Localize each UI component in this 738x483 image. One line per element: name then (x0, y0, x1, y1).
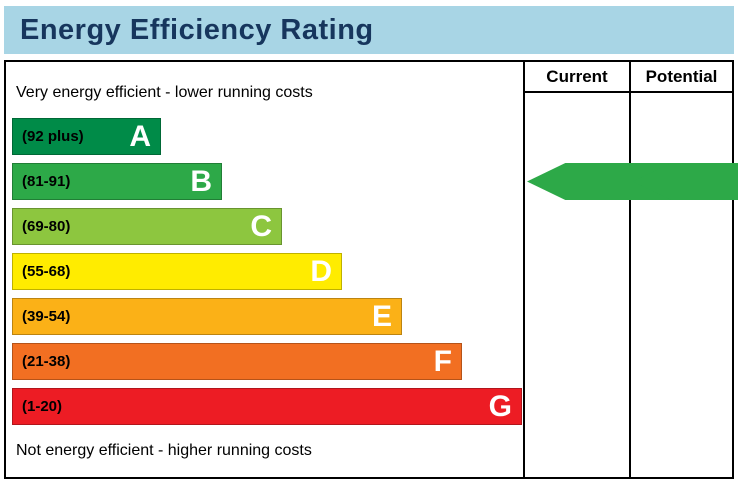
band-letter: F (433, 344, 452, 378)
band-row-d: (55-68) D (12, 253, 342, 290)
band-letter: D (310, 254, 332, 288)
band-letter: A (129, 119, 151, 153)
potential-column-divider (629, 62, 631, 477)
band-range-label: (69-80) (22, 218, 71, 235)
band-letter: G (488, 389, 512, 423)
top-note: Very energy efficient - lower running co… (16, 84, 313, 101)
band-range-label: (1-20) (22, 398, 63, 415)
band-list: (92 plus) A (81-91) B (69-80) C (55-68) D (39-54… (12, 118, 522, 433)
potential-column-header: Potential (631, 62, 732, 93)
band-row-b: (81-91) B (12, 163, 222, 200)
band-letter: E (371, 299, 392, 333)
band-range-label: (39-54) (22, 308, 71, 325)
band-row-g: (1-20) G (12, 388, 522, 425)
band-row-c: (69-80) C (12, 208, 282, 245)
band-range-label: (55-68) (22, 263, 71, 280)
energy-efficiency-chart: Very energy efficient - lower running co… (4, 60, 738, 479)
band-letter: C (250, 209, 272, 243)
page-title: Energy Efficiency Rating (4, 6, 734, 54)
current-column-header: Current (525, 62, 629, 93)
current-column-divider (523, 62, 525, 477)
band-row-a: (92 plus) A (12, 118, 161, 155)
bottom-note: Not energy efficient - higher running co… (16, 442, 312, 459)
band-row-e: (39-54) E (12, 298, 402, 335)
band-letter: B (190, 164, 212, 198)
band-range-label: (81-91) (22, 173, 71, 190)
band-row-f: (21-38) F (12, 343, 462, 380)
band-range-label: (92 plus) (22, 128, 84, 145)
band-range-label: (21-38) (22, 353, 71, 370)
